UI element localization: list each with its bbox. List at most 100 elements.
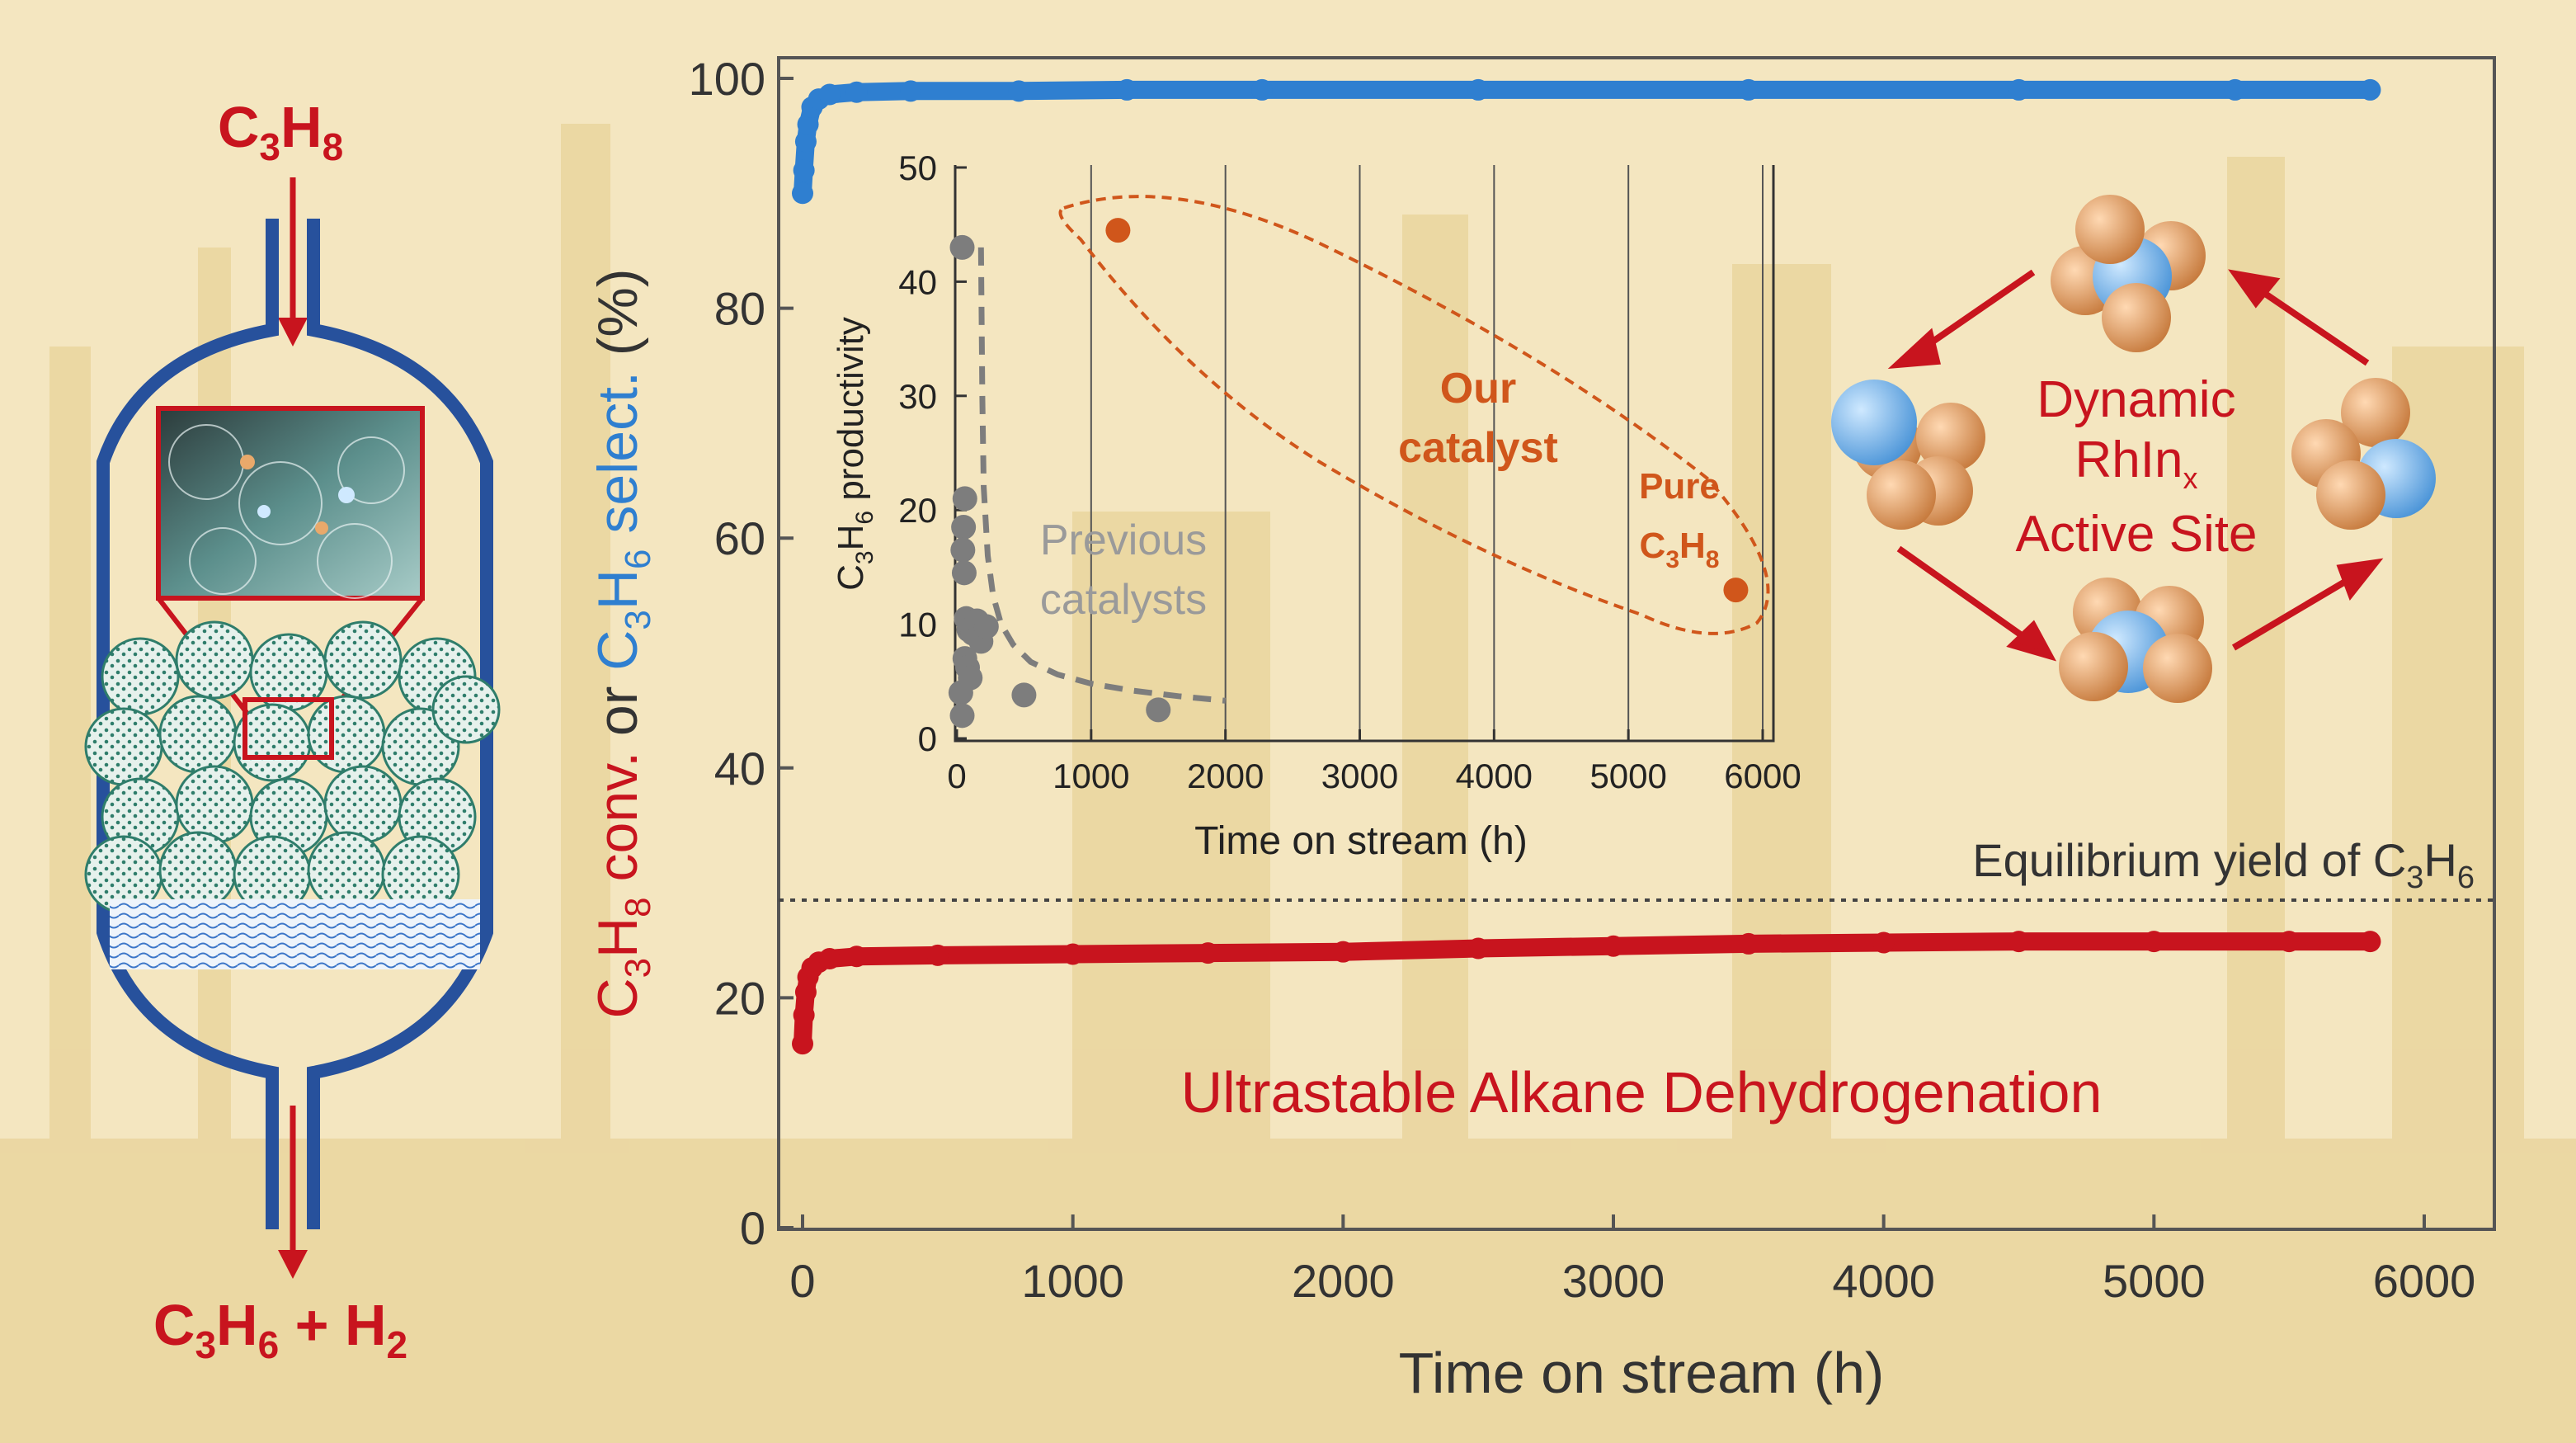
cluster-left — [1831, 380, 1985, 530]
main-y-tick-label: 100 — [689, 53, 765, 105]
previous-catalysts-trend-curve — [977, 247, 1227, 704]
main-series-1-point — [792, 182, 813, 205]
inset-y-tick-label: 0 — [918, 719, 937, 758]
inset-plot-frame — [954, 165, 1775, 743]
main-x-axis-label: Time on stream (h) — [1399, 1341, 1885, 1405]
our-catalyst-label-line2: catalyst — [1398, 424, 1558, 472]
main-x-tick-label: 4000 — [1832, 1255, 1935, 1307]
main-series-2-point — [1603, 935, 1624, 957]
main-plot-frame — [777, 56, 2496, 1231]
main-series-1-point — [797, 113, 819, 135]
main-series-2-point — [793, 1004, 815, 1026]
main-y-ticks: 0 20 40 60 80 100 — [689, 53, 794, 1254]
inset-series-group — [948, 218, 1749, 729]
cluster-top — [2051, 195, 2206, 352]
main-series-2-point — [926, 944, 949, 966]
main-series-2-point — [818, 948, 841, 970]
inset-series-1-point — [973, 614, 999, 639]
main-series-2-point — [1737, 932, 1759, 955]
main-series-1-line — [794, 80, 2380, 203]
main-x-tick-label: 3000 — [1562, 1255, 1665, 1307]
active-site-label-line3: Active Site — [2016, 506, 2258, 563]
headline-label: Ultrastable Alkane Dehydrogenation — [1181, 1060, 2103, 1125]
main-x-tick-label: 1000 — [1021, 1255, 1124, 1307]
inset-x-axis-label: Time on stream (h) — [1194, 819, 1528, 863]
main-series-1-point — [2359, 78, 2381, 101]
cluster-bottom — [2059, 578, 2212, 703]
reactor-diagram: C3H8 C3H6 + H2 — [84, 95, 501, 1366]
main-series-2-point — [1872, 931, 1895, 954]
cluster-right — [2291, 378, 2436, 530]
main-series-2-point — [2008, 931, 2030, 953]
main-y-tick-label: 0 — [740, 1202, 765, 1254]
main-y-axis-label: C3H8 conv. or C3H6 select. (%) — [586, 268, 658, 1018]
main-series-1-point — [1008, 80, 1030, 102]
main-series-2-line — [794, 932, 2380, 1054]
main-y-tick-label: 60 — [714, 512, 765, 564]
main-x-tick-label: 2000 — [1292, 1255, 1395, 1307]
inset-y-tick-label: 30 — [898, 377, 937, 416]
previous-catalysts-label-line2: catalysts — [1040, 576, 1207, 624]
inset-series-1-point — [1146, 697, 1171, 723]
zoom-inset-texture — [168, 424, 405, 599]
main-series-1-point — [1116, 78, 1138, 101]
main-series-2-point — [1197, 942, 1219, 964]
main-series-2-point — [2359, 931, 2381, 953]
main-series-1-point — [900, 80, 922, 102]
inset-y-tick-label: 10 — [898, 606, 937, 644]
inset-y-axis-label: C3H6 productivity — [831, 317, 878, 591]
reactor-outlet-label: C3H6 + H2 — [153, 1293, 407, 1366]
main-series-2-point — [2278, 931, 2301, 953]
inset-x-tick-label: 6000 — [1724, 757, 1801, 795]
inset-series-1-point — [951, 514, 977, 540]
inset-series-1-point — [950, 537, 976, 563]
main-x-ticks: 0 1000 2000 3000 4000 5000 6000 — [789, 1214, 2475, 1307]
inset-series-1-point — [1011, 682, 1037, 708]
main-series-1-point — [1467, 78, 1490, 101]
main-series-1-point — [1737, 78, 1759, 101]
main-y-tick-label: 20 — [714, 972, 765, 1024]
main-series-1-point — [845, 81, 868, 103]
inset-series-1-point — [949, 234, 975, 260]
main-y-tick-label: 40 — [714, 743, 765, 795]
main-series-2-point — [1332, 941, 1354, 963]
reactor-inlet-label: C3H8 — [218, 95, 343, 168]
active-site-label-line1: Dynamic — [2037, 371, 2235, 428]
main-series-1-point — [2224, 78, 2246, 101]
previous-catalysts-label-line1: Previous — [1040, 516, 1207, 564]
zoom-region-marker — [243, 697, 334, 760]
zoom-inset-particles — [240, 455, 355, 535]
inset-x-tick-label: 1000 — [1053, 757, 1129, 795]
main-series-2-point — [1062, 943, 1084, 965]
inset-y-tick-label: 20 — [898, 491, 937, 530]
inset-y-tick-label: 50 — [898, 149, 937, 187]
active-site-cycle: Dynamic RhInx Active Site — [1831, 195, 2436, 703]
inset-chart: 0 10 20 30 40 50 0 1000 2000 3000 4000 5000 6000 Ti… — [831, 149, 1801, 863]
inset-series-1-point — [951, 560, 977, 586]
main-series-1-point — [794, 130, 817, 153]
main-y-tick-label: 80 — [714, 283, 765, 335]
main-x-tick-label: 5000 — [2103, 1255, 2206, 1307]
pure-feed-label-line2: C3H8 — [1640, 526, 1720, 573]
inset-x-tick-label: 3000 — [1321, 757, 1398, 795]
inset-series-1-point — [949, 703, 975, 729]
inset-series-1-point — [948, 680, 973, 705]
inset-x-tick-label: 4000 — [1456, 757, 1533, 795]
our-catalyst-envelope — [1058, 195, 1770, 635]
main-series-2-point — [1467, 937, 1490, 960]
main-series-1-point — [793, 159, 815, 182]
main-series-2-point — [792, 1033, 813, 1055]
pure-feed-label-line1: Pure — [1639, 466, 1720, 507]
main-series-2-point — [2143, 931, 2165, 953]
inset-grid — [1090, 165, 1764, 741]
zoom-inset-image — [156, 406, 425, 601]
inset-x-tick-label: 0 — [947, 757, 966, 795]
support-bed — [110, 899, 480, 969]
active-site-label-line2: RhInx — [2075, 431, 2198, 495]
outlet-arrow-icon — [278, 1106, 308, 1279]
main-x-tick-label: 0 — [789, 1255, 815, 1307]
main-series-group — [792, 78, 2381, 1055]
inset-series-2-point — [1105, 218, 1131, 243]
